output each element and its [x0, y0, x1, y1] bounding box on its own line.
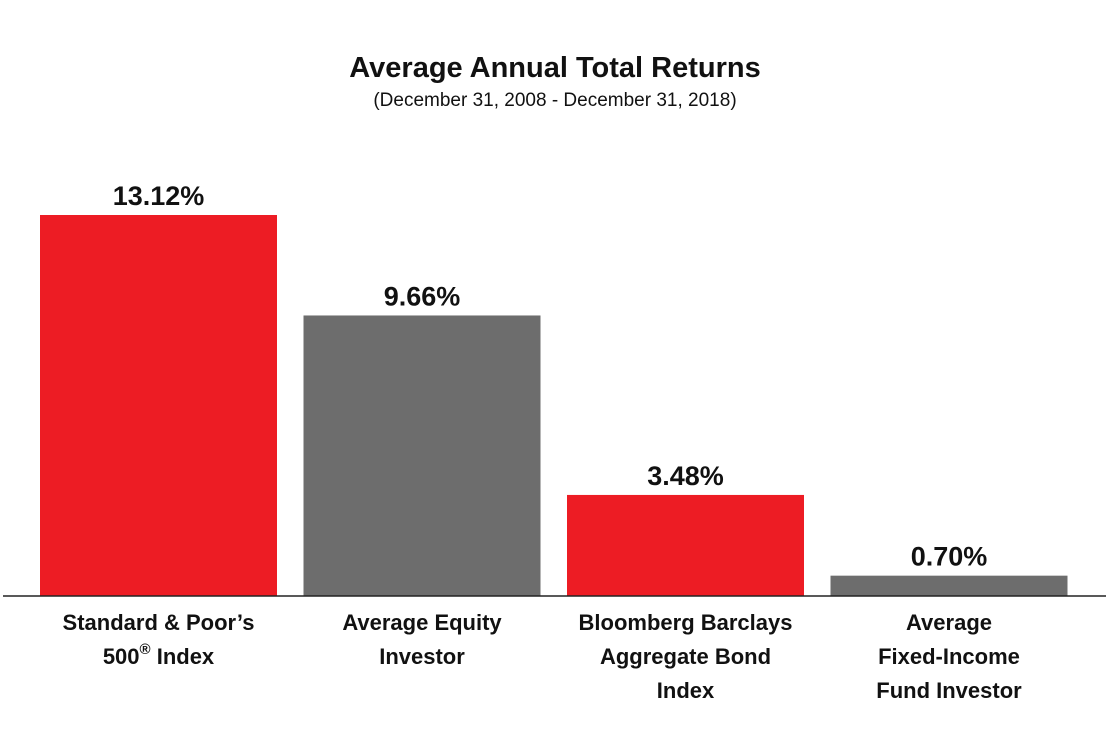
category-label-3-line-3: Index [657, 678, 715, 703]
bar-1 [40, 215, 277, 596]
bar-4 [830, 575, 1068, 596]
category-label-1-line-1: Standard & Poor’s [63, 610, 255, 635]
category-label-4-line-1: Average [906, 610, 992, 635]
category-label-2-line-1: Average Equity [342, 610, 502, 635]
category-label-4-line-2: Fixed-Income [878, 644, 1020, 669]
category-label-1-line-2: 500® Index [103, 641, 215, 669]
value-labels-group: 13.12% 9.66% 3.48% 0.70% [113, 181, 988, 572]
chart-title: Average Annual Total Returns [349, 52, 760, 84]
value-label-1: 13.12% [113, 181, 205, 211]
bar-3 [567, 494, 804, 596]
value-label-3: 3.48% [647, 461, 724, 491]
category-labels-group: Standard & Poor’s 500® Index Average Equit… [63, 610, 1023, 703]
value-label-4: 0.70% [911, 542, 988, 572]
chart-subtitle: (December 31, 2008 - December 31, 2018) [373, 90, 736, 111]
category-label-1-number: 500 [103, 644, 140, 669]
registered-mark: ® [140, 641, 151, 658]
category-label-2-line-2: Investor [379, 644, 465, 669]
category-label-3-line-1: Bloomberg Barclays [579, 610, 793, 635]
category-label-1-suffix: Index [151, 644, 215, 669]
value-label-2: 9.66% [384, 281, 461, 311]
category-label-3-line-2: Aggregate Bond [600, 644, 771, 669]
category-label-4-line-3: Fund Investor [876, 678, 1022, 703]
bar-2 [303, 315, 541, 596]
bars-group [40, 215, 1068, 596]
